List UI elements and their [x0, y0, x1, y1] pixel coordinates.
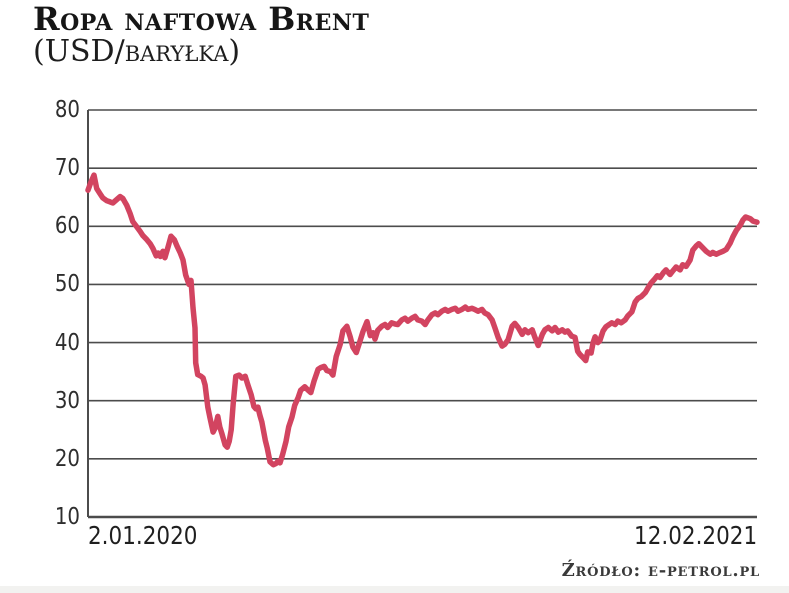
ytick-label-10: 10	[54, 504, 80, 530]
ytick-label-40: 40	[54, 329, 80, 356]
ytick-label-20: 20	[54, 445, 80, 472]
chart-subtitle: (USD/baryłka)	[33, 34, 241, 69]
ytick-label-30: 30	[54, 387, 80, 414]
source-credit: Źródło: e-petrol.pl	[561, 560, 760, 581]
ytick-label-60: 60	[54, 213, 80, 240]
plot-area	[85, 109, 760, 519]
x-axis-label-start: 2.01.2020	[88, 521, 198, 550]
chart-title: Ropa naftowa Brent	[33, 0, 370, 38]
ytick-label-70: 70	[54, 155, 80, 182]
ytick-label-50: 50	[54, 271, 80, 298]
ytick-label-80: 80	[54, 97, 80, 123]
y-axis-labels: 80 70 60 50 40 30 20 10	[16, 0, 80, 593]
x-axis-labels: 2.01.2020 12.02.2021	[88, 522, 757, 552]
bottom-band	[0, 586, 789, 593]
price-line	[85, 172, 760, 468]
title-block: Ropa naftowa Brent (USD/baryłka)	[33, 2, 369, 68]
x-axis-label-end: 12.02.2021	[633, 521, 757, 550]
brent-line-chart	[85, 109, 760, 519]
